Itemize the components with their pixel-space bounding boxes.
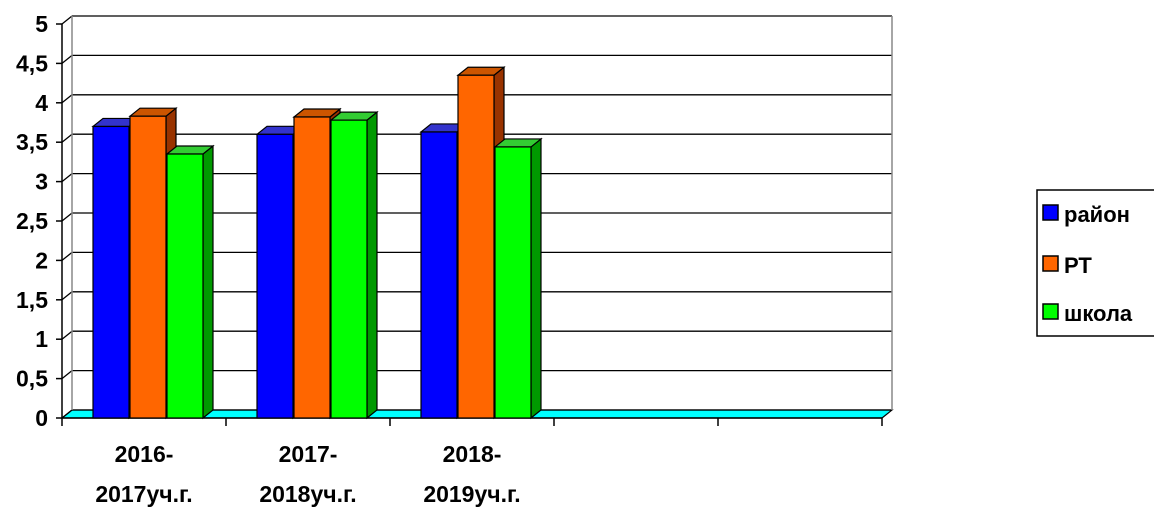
gridline-side: [61, 212, 73, 222]
bar-front: [494, 146, 532, 419]
x-category-label: 2016-: [115, 441, 174, 467]
gridline-side: [61, 94, 73, 104]
bars: [91, 65, 543, 420]
bar-front: [92, 125, 130, 419]
y-tick-labels: 0 0,5 1 1,5 2 2,5 3 3,5 4 4,5 5: [16, 11, 48, 431]
bar: [493, 137, 543, 420]
x-category-label: 2019уч.г.: [423, 481, 520, 507]
legend: район РТ школа: [1036, 189, 1154, 337]
bar-front: [457, 74, 495, 419]
y-tick-label: 2,5: [16, 208, 48, 234]
x-category-label: 2018-: [443, 441, 502, 467]
bar-side: [366, 110, 378, 420]
y-tick-label: 3: [35, 169, 48, 195]
y-tick-label: 3,5: [16, 129, 48, 155]
gridline-side: [61, 15, 73, 25]
y-tick-label: 5: [35, 11, 48, 37]
gridline-side: [61, 133, 73, 143]
gridline-side: [61, 54, 73, 64]
x-category-labels: 2016- 2017уч.г. 2017- 2018уч.г. 2018- 2019уч.…: [95, 441, 520, 507]
legend-label-rayon: район: [1064, 202, 1130, 227]
legend-label-shkola: школа: [1064, 301, 1133, 326]
gridline-side: [61, 409, 73, 419]
legend-swatch-shkola: [1042, 303, 1059, 320]
y-tick-label: 2: [35, 247, 48, 273]
bar-front: [129, 115, 167, 419]
bar-front: [256, 133, 294, 419]
bar-side: [530, 137, 542, 420]
y-tick-label: 1: [35, 326, 48, 352]
y-tick-label: 4,5: [16, 50, 48, 76]
gridline-side: [61, 370, 73, 380]
y-tick-label: 1,5: [16, 287, 48, 313]
bar-front: [330, 119, 368, 419]
bar-side: [202, 144, 214, 420]
bar: [165, 144, 215, 420]
y-tick-label: 4: [35, 90, 48, 116]
bar: [329, 110, 379, 420]
bar-front: [293, 116, 331, 419]
gridline-side: [61, 330, 73, 340]
gridline-side: [61, 173, 73, 183]
y-tick-label: 0,5: [16, 366, 48, 392]
x-category-label: 2017-: [279, 441, 338, 467]
y-tick-label: 0: [35, 405, 48, 431]
gridline-side: [61, 251, 73, 261]
legend-swatch-rayon: [1042, 204, 1059, 221]
bar-front: [166, 153, 204, 419]
legend-label-rt: РТ: [1064, 253, 1092, 278]
x-category-label: 2017уч.г.: [95, 481, 192, 507]
legend-swatch-rt: [1042, 255, 1059, 272]
gridline-side: [61, 291, 73, 301]
x-category-label: 2018уч.г.: [259, 481, 356, 507]
bar-front: [420, 131, 458, 419]
